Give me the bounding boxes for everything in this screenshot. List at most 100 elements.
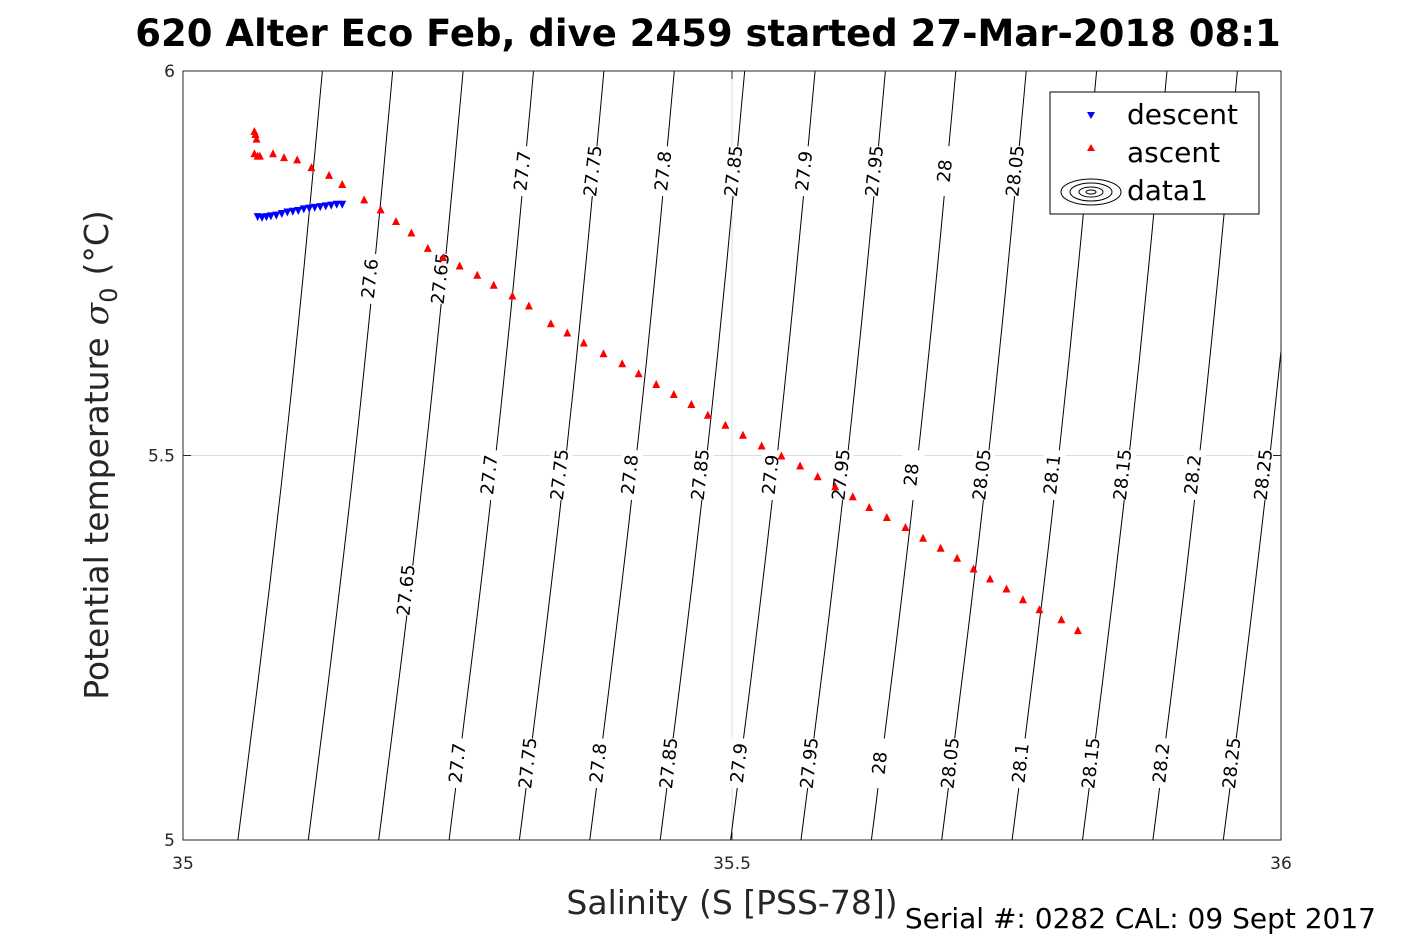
contour-label-bg (1147, 736, 1175, 790)
contour-label: 27.7 (477, 454, 502, 496)
descent-point (277, 210, 286, 219)
contour-label: 27.9 (792, 150, 817, 192)
contour-label: 27.7 (445, 742, 470, 784)
contour-label-bg (1179, 448, 1207, 501)
legend-ascent-marker (1087, 144, 1095, 151)
descent-point (310, 203, 319, 212)
descent-point (332, 200, 341, 209)
contour-label-bg (725, 737, 753, 790)
ascent-point (634, 369, 643, 378)
ascent-point (618, 359, 627, 368)
contour-label: 28 (869, 751, 892, 776)
ascent-point (1035, 605, 1044, 614)
contour-line (378, 71, 464, 840)
y-axis-label-unit: (°C) (77, 210, 116, 275)
legend-ascent-label: ascent (1127, 136, 1220, 169)
descent-point (288, 207, 297, 216)
y-axis-label: Potential temperature σ0 (°C) (77, 210, 123, 700)
contour-label: 27.9 (727, 742, 752, 784)
contour-label-bg (392, 564, 420, 617)
descent-point (316, 203, 325, 212)
contour-label: 28.2 (1181, 454, 1206, 496)
legend-descent-label: descent (1127, 98, 1238, 131)
descent-point (338, 200, 347, 209)
ascent-point (969, 564, 978, 573)
contour-line (237, 71, 323, 840)
contour-label-bg (931, 144, 959, 198)
descent-point (294, 206, 303, 215)
contour-label-bg (860, 144, 889, 198)
ascent-point (524, 301, 533, 310)
ascent-point (423, 243, 432, 252)
contour-label-bg (1218, 737, 1246, 790)
ascent-point (919, 533, 928, 542)
chart-title: 620 Alter Eco Feb, dive 2459 started 27-… (135, 12, 1280, 55)
ascent-point (687, 399, 696, 408)
contour-label-bg (356, 252, 384, 305)
ascent-point (721, 420, 730, 429)
ascent-point (407, 228, 416, 237)
contour-label-bg (443, 737, 472, 790)
ascent-point (439, 253, 448, 262)
y-axis-label-subscript: 0 (95, 288, 123, 303)
contour-label: 27.9 (759, 454, 784, 496)
ascent-point (269, 149, 278, 158)
contour-label-bg (1038, 448, 1066, 501)
ascent-point (738, 430, 747, 439)
contour-label: 28.2 (1149, 742, 1174, 784)
ascent-point (455, 261, 464, 270)
ascent-point (252, 134, 261, 143)
contour-label-bg (719, 144, 748, 198)
ascent-point (473, 270, 482, 279)
ascent-point (652, 379, 661, 388)
contour-label: 28.1 (1008, 742, 1033, 784)
ascent-point (376, 205, 385, 214)
contour-label-bg (897, 448, 926, 501)
ascent-point (865, 503, 874, 512)
x-tick-label: 35.5 (713, 854, 751, 874)
footer-serial-cal: Serial #: 0282 CAL: 09 Sept 2017 (905, 902, 1376, 935)
contour-label-bg (649, 144, 677, 198)
descent-point (327, 201, 336, 210)
y-tick-label: 6 (164, 62, 175, 82)
x-axis-label: Salinity (S [PSS-78]) (566, 883, 897, 922)
contour-label-bg (508, 144, 537, 198)
contour-label-bg (1077, 737, 1105, 790)
y-tick-label: 5 (164, 831, 175, 851)
contour-label-bg (757, 448, 785, 501)
descent-point (272, 211, 281, 220)
ascent-point (669, 389, 678, 398)
descent-point (299, 205, 308, 214)
descent-point (305, 204, 314, 213)
ascent-point (251, 130, 260, 139)
ascent-point (882, 513, 891, 522)
ascent-point (936, 543, 945, 552)
legend-data1-label: data1 (1127, 174, 1208, 207)
ascent-point (757, 441, 766, 450)
contour-label-bg (936, 737, 964, 790)
ascent-point (599, 349, 608, 358)
ascent-point (307, 163, 316, 172)
contour-label-bg (790, 144, 818, 198)
ascent-point (777, 451, 786, 460)
legend-contour-icon (1060, 178, 1122, 206)
ascent-point (563, 328, 572, 337)
contour-label: 27.6 (358, 258, 383, 300)
ascent-point (813, 472, 822, 481)
legend: descent ascent data1 (1049, 91, 1260, 215)
contour-label-bg (1006, 737, 1035, 790)
ascent-point (579, 338, 588, 347)
contour-label-bg (1108, 448, 1137, 501)
x-tick-label: 36 (1270, 854, 1292, 874)
ascent-point (360, 195, 369, 204)
descent-point (283, 208, 292, 217)
ascent-point (1018, 595, 1027, 604)
y-axis-label-text: Potential temperature (77, 337, 116, 699)
ascent-point (508, 291, 517, 300)
contour-label: 28 (934, 158, 957, 183)
ascent-point (293, 155, 302, 164)
ascent-point (986, 574, 995, 583)
contour-label-bg (584, 737, 612, 790)
ascent-point (255, 151, 264, 160)
